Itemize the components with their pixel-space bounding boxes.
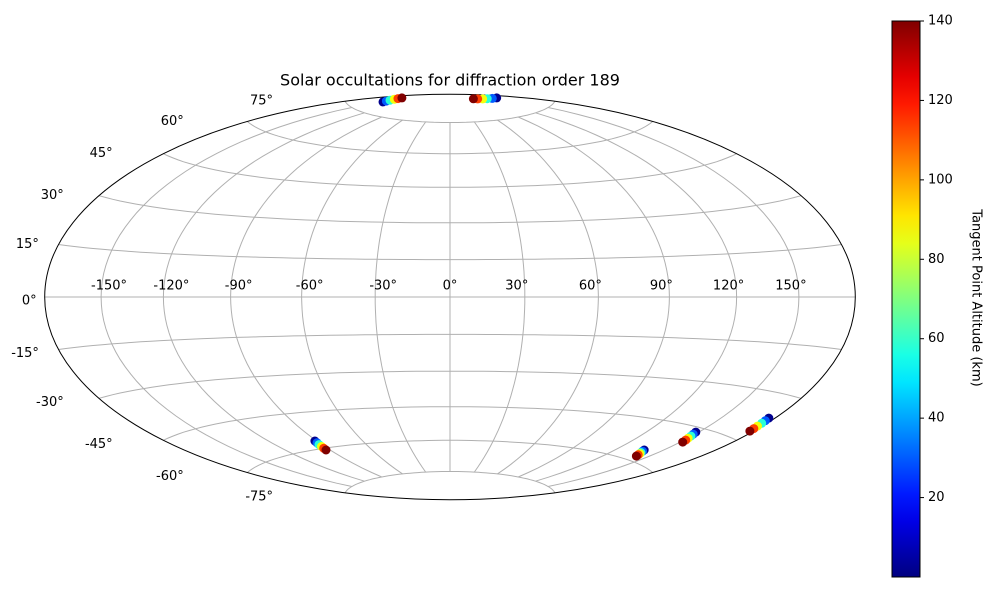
point <box>678 437 688 447</box>
x-tick-label: 150° <box>775 279 806 294</box>
colorbar-tick-label: 80 <box>928 252 945 267</box>
x-tick-label: -90° <box>225 279 253 294</box>
x-tick-label: -60° <box>296 279 324 294</box>
y-tick-label: -15° <box>11 346 39 361</box>
point <box>468 94 478 104</box>
grid-line <box>497 119 599 475</box>
points <box>310 93 774 461</box>
x-tick-label: 60° <box>579 279 602 294</box>
grid-line <box>374 121 427 473</box>
point <box>631 451 641 461</box>
grid-line <box>100 107 353 487</box>
x-tick-label: 120° <box>713 279 744 294</box>
x-tick-label: -30° <box>369 279 397 294</box>
x-tick-label: -150° <box>91 279 127 294</box>
point <box>321 445 331 455</box>
grid-line <box>473 121 526 473</box>
grid-line <box>230 116 383 478</box>
colorbar-tick-label: 100 <box>928 172 953 187</box>
grid-line <box>517 116 670 478</box>
x-tick-label: -120° <box>153 279 189 294</box>
colorbar-tick-label: 20 <box>928 490 945 505</box>
y-tick-label: 15° <box>16 237 39 252</box>
y-tick-label: -45° <box>85 437 113 452</box>
grid-line <box>301 119 403 475</box>
y-tick-label: 45° <box>90 146 113 161</box>
y-tick-label: -60° <box>156 469 184 484</box>
map-outline <box>44 93 856 501</box>
chart-title: Solar occultations for diffraction order… <box>280 71 620 90</box>
x-tick-label: 90° <box>650 279 673 294</box>
colorbar-tick-label: 60 <box>928 331 945 346</box>
y-tick-label: 60° <box>161 114 184 129</box>
grid-line <box>162 112 365 482</box>
grid-line <box>535 112 738 482</box>
x-tick-label: 30° <box>505 279 528 294</box>
y-tick-label: 0° <box>22 294 37 309</box>
y-tick-label: -75° <box>245 489 273 504</box>
colorbar-tick-label: 140 <box>928 14 953 29</box>
y-tick-label: 30° <box>41 188 64 203</box>
x-tick-label: 0° <box>443 279 458 294</box>
colorbar <box>891 20 921 578</box>
y-tick-label: -30° <box>36 395 64 410</box>
graticule <box>44 100 856 494</box>
point <box>745 426 755 436</box>
colorbar-tick-label: 120 <box>928 93 953 108</box>
colorbar-tick-label: 40 <box>928 411 945 426</box>
point <box>397 93 407 103</box>
y-tick-label: 75° <box>250 94 273 109</box>
colorbar-label: Tangent Point Altitude (km) <box>969 208 984 386</box>
